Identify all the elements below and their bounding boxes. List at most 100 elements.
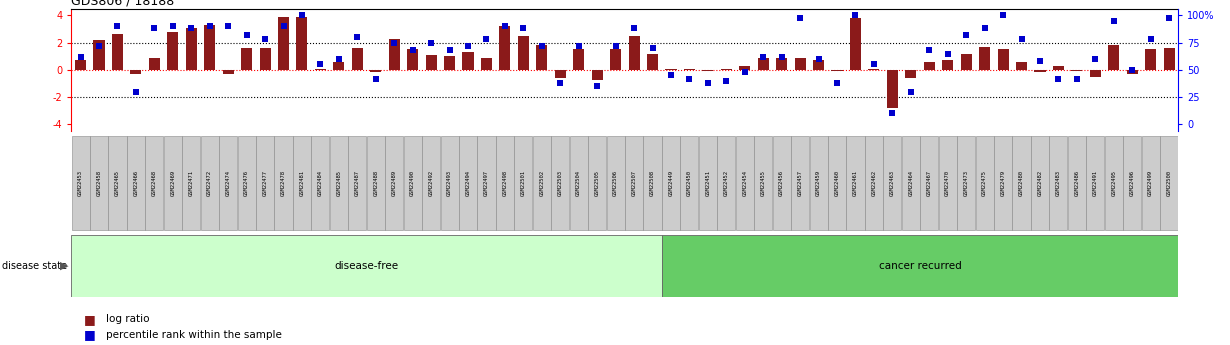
- Text: GDS806 / 18188: GDS806 / 18188: [71, 0, 175, 8]
- Bar: [813, 60, 824, 70]
- Bar: [592, 70, 603, 80]
- Bar: [795, 58, 806, 70]
- FancyBboxPatch shape: [348, 136, 367, 230]
- Text: disease-free: disease-free: [335, 261, 399, 270]
- FancyBboxPatch shape: [551, 136, 569, 230]
- Bar: [665, 69, 677, 70]
- FancyBboxPatch shape: [1049, 136, 1068, 230]
- Text: GSM22465: GSM22465: [114, 170, 121, 196]
- FancyBboxPatch shape: [1012, 136, 1031, 230]
- Text: GSM22502: GSM22502: [539, 170, 545, 196]
- Bar: [444, 56, 455, 70]
- FancyBboxPatch shape: [1068, 136, 1086, 230]
- Text: GSM22473: GSM22473: [963, 170, 969, 196]
- Bar: [1090, 70, 1101, 77]
- Text: disease state: disease state: [2, 261, 68, 270]
- Text: GSM22503: GSM22503: [557, 170, 563, 196]
- FancyBboxPatch shape: [127, 136, 145, 230]
- Text: GSM22472: GSM22472: [207, 170, 213, 196]
- Bar: [389, 39, 400, 70]
- FancyBboxPatch shape: [1105, 136, 1123, 230]
- FancyBboxPatch shape: [256, 136, 274, 230]
- Bar: [1108, 46, 1119, 70]
- Text: GSM22460: GSM22460: [834, 170, 840, 196]
- FancyBboxPatch shape: [680, 136, 699, 230]
- Text: GSM22497: GSM22497: [483, 170, 490, 196]
- Bar: [296, 17, 308, 70]
- Text: GSM22455: GSM22455: [760, 170, 766, 196]
- Text: GSM22506: GSM22506: [613, 170, 619, 196]
- FancyBboxPatch shape: [643, 136, 662, 230]
- FancyBboxPatch shape: [938, 136, 957, 230]
- Bar: [130, 70, 141, 74]
- Text: GSM22466: GSM22466: [133, 170, 139, 196]
- Bar: [93, 40, 105, 70]
- Text: GSM22452: GSM22452: [723, 170, 729, 196]
- Text: GSM22496: GSM22496: [1129, 170, 1135, 196]
- Text: GSM22454: GSM22454: [742, 170, 748, 196]
- Text: GSM22490: GSM22490: [410, 170, 416, 196]
- FancyBboxPatch shape: [145, 136, 164, 230]
- Text: ■: ■: [84, 328, 96, 341]
- Text: GSM22453: GSM22453: [77, 170, 84, 196]
- Bar: [1053, 66, 1064, 70]
- Bar: [629, 36, 640, 70]
- Text: GSM22476: GSM22476: [244, 170, 250, 196]
- FancyBboxPatch shape: [588, 136, 606, 230]
- Text: GSM22486: GSM22486: [1074, 170, 1080, 196]
- FancyBboxPatch shape: [274, 136, 293, 230]
- Bar: [758, 58, 769, 70]
- FancyBboxPatch shape: [957, 136, 975, 230]
- Text: GSM22467: GSM22467: [926, 170, 932, 196]
- FancyBboxPatch shape: [1031, 136, 1049, 230]
- Text: GSM22492: GSM22492: [428, 170, 434, 196]
- Bar: [739, 66, 750, 70]
- FancyBboxPatch shape: [514, 136, 533, 230]
- FancyBboxPatch shape: [828, 136, 846, 230]
- FancyBboxPatch shape: [865, 136, 883, 230]
- Text: GSM22479: GSM22479: [1000, 170, 1006, 196]
- Text: GSM22493: GSM22493: [446, 170, 453, 196]
- FancyBboxPatch shape: [182, 136, 200, 230]
- Text: GSM22507: GSM22507: [631, 170, 637, 196]
- Text: GSM22470: GSM22470: [945, 170, 951, 196]
- Text: ▶: ▶: [60, 261, 68, 270]
- Bar: [223, 70, 234, 74]
- Bar: [536, 46, 547, 70]
- Text: GSM22450: GSM22450: [686, 170, 692, 196]
- FancyBboxPatch shape: [772, 136, 791, 230]
- Text: GSM22469: GSM22469: [170, 170, 176, 196]
- Bar: [1164, 48, 1175, 70]
- FancyBboxPatch shape: [754, 136, 772, 230]
- FancyBboxPatch shape: [717, 136, 736, 230]
- FancyBboxPatch shape: [625, 136, 643, 230]
- Bar: [850, 18, 861, 70]
- Text: percentile rank within the sample: percentile rank within the sample: [106, 330, 282, 339]
- Text: GSM22459: GSM22459: [815, 170, 822, 196]
- FancyBboxPatch shape: [1141, 136, 1160, 230]
- Bar: [1145, 49, 1156, 70]
- Bar: [112, 34, 123, 70]
- FancyBboxPatch shape: [403, 136, 422, 230]
- Text: GSM22478: GSM22478: [280, 170, 287, 196]
- Bar: [647, 53, 658, 70]
- FancyBboxPatch shape: [662, 235, 1178, 297]
- Text: GSM22500: GSM22500: [1166, 170, 1172, 196]
- Text: GSM22482: GSM22482: [1037, 170, 1043, 196]
- Bar: [979, 47, 990, 70]
- Text: GSM22498: GSM22498: [502, 170, 508, 196]
- Text: cancer recurred: cancer recurred: [878, 261, 962, 270]
- Bar: [333, 62, 344, 70]
- FancyBboxPatch shape: [385, 136, 403, 230]
- FancyBboxPatch shape: [71, 235, 662, 297]
- Bar: [278, 17, 289, 70]
- FancyBboxPatch shape: [108, 136, 127, 230]
- FancyBboxPatch shape: [662, 136, 680, 230]
- FancyBboxPatch shape: [736, 136, 754, 230]
- FancyBboxPatch shape: [90, 136, 108, 230]
- FancyBboxPatch shape: [330, 136, 348, 230]
- Bar: [167, 32, 178, 70]
- Text: GSM22456: GSM22456: [779, 170, 785, 196]
- FancyBboxPatch shape: [477, 136, 496, 230]
- FancyBboxPatch shape: [994, 136, 1012, 230]
